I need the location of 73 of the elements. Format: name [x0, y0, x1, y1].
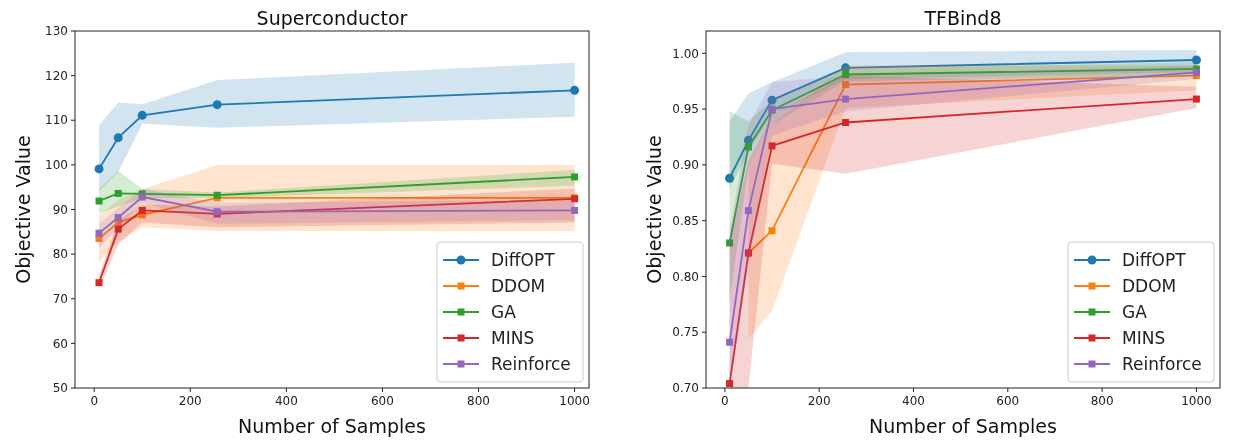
legend-label: DiffOPT: [491, 249, 556, 270]
chart-title: TFBind8: [923, 7, 1002, 29]
legend-label: MINS: [491, 327, 535, 348]
legend-label: DDOM: [491, 275, 546, 296]
point: [842, 71, 850, 79]
point: [1192, 95, 1200, 103]
point: [95, 229, 103, 237]
x-tick-label: 600: [370, 394, 394, 408]
legend-label: GA: [1122, 301, 1148, 322]
x-tick-label: 0: [90, 394, 99, 408]
y-tick-label: 0.95: [672, 102, 699, 117]
y-tick-label: 70: [52, 291, 68, 306]
y-tick-label: 0.70: [672, 381, 699, 396]
x-tick-label: 200: [178, 394, 202, 408]
point: [726, 380, 734, 388]
point: [1191, 55, 1201, 65]
point: [138, 206, 146, 214]
x-tick-label: 200: [807, 394, 831, 408]
y-tick-label: 60: [52, 336, 68, 351]
point: [842, 95, 850, 103]
point: [114, 189, 122, 197]
point: [113, 133, 123, 143]
x-tick-label: 400: [902, 394, 925, 408]
y-tick-label: 80: [52, 247, 68, 262]
x-tick-label: 800: [467, 394, 490, 408]
y-axis-title: Objective Value: [12, 135, 34, 284]
point: [768, 227, 776, 235]
y-tick-label: 90: [52, 202, 68, 217]
legend-label: MINS: [1122, 327, 1166, 348]
point: [842, 81, 850, 89]
point: [114, 214, 122, 222]
y-tick-label: 0.75: [672, 325, 699, 340]
point: [725, 173, 735, 183]
x-axis-title: Number of Samples: [869, 415, 1057, 437]
point: [726, 239, 734, 247]
point: [842, 118, 850, 126]
point: [571, 206, 579, 214]
legend-label: DDOM: [1122, 275, 1177, 296]
point: [137, 110, 147, 120]
legend-label: Reinforce: [491, 353, 571, 374]
x-axis-title: Number of Samples: [238, 415, 426, 437]
point: [570, 85, 580, 95]
legend-label: GA: [491, 301, 517, 322]
y-tick-label: 120: [45, 68, 68, 83]
y-tick-label: 100: [45, 158, 68, 173]
y-tick-label: 1.00: [672, 46, 699, 61]
point: [94, 164, 104, 174]
legend-label: DiffOPT: [1122, 249, 1187, 270]
x-tick-label: 1000: [1181, 394, 1212, 408]
point: [571, 173, 579, 181]
point: [767, 95, 777, 105]
point: [768, 142, 776, 150]
point: [212, 100, 222, 110]
x-tick-label: 1000: [559, 394, 590, 408]
y-tick-label: 0.85: [672, 213, 699, 228]
y-tick-label: 0.80: [672, 269, 699, 284]
x-tick-label: 600: [996, 394, 1020, 408]
y-tick-label: 50: [52, 381, 68, 396]
x-tick-label: 400: [274, 394, 298, 408]
chart-title: Superconductor: [256, 7, 408, 29]
point: [726, 338, 734, 346]
x-tick-label: 800: [1090, 394, 1114, 408]
point: [114, 225, 122, 233]
legend-label: Reinforce: [1122, 353, 1202, 374]
y-tick-label: 0.90: [672, 158, 699, 173]
point: [95, 197, 103, 205]
point: [744, 143, 752, 151]
y-axis-title: Objective Value: [643, 135, 665, 284]
y-tick-label: 130: [45, 24, 68, 39]
x-tick-label: 0: [721, 394, 729, 408]
point: [744, 207, 752, 215]
y-tick-label: 110: [45, 113, 68, 128]
point: [95, 279, 103, 287]
